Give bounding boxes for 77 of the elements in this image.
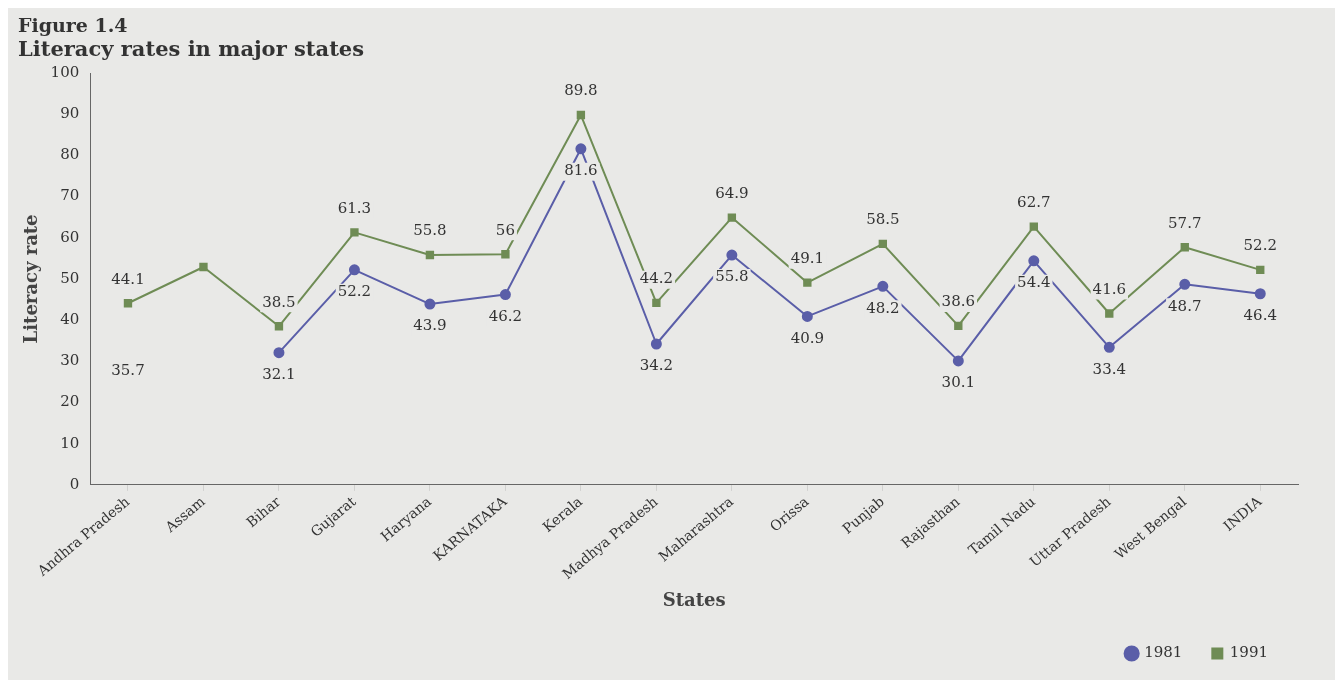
data-label: 43.9 bbox=[413, 316, 447, 335]
y-tick-label: 0 bbox=[69, 474, 80, 493]
data-label: 54.4 bbox=[1017, 273, 1051, 292]
chart-title: Figure 1.4 bbox=[18, 14, 129, 36]
point bbox=[1179, 278, 1191, 290]
point bbox=[274, 322, 284, 331]
data-label: 61.3 bbox=[337, 198, 372, 217]
data-label: 34.2 bbox=[639, 356, 674, 375]
point bbox=[424, 298, 436, 310]
data-label: 89.8 bbox=[564, 81, 598, 100]
x-axis-title: States bbox=[662, 588, 726, 610]
point bbox=[501, 250, 510, 259]
point bbox=[350, 228, 359, 237]
y-axis-title: Literacy rate bbox=[20, 214, 42, 344]
point bbox=[952, 355, 964, 367]
data-label: 44.2 bbox=[639, 269, 674, 288]
y-tick-label: 40 bbox=[60, 310, 80, 329]
data-label: 56 bbox=[495, 220, 515, 239]
point bbox=[878, 239, 888, 249]
point bbox=[576, 110, 586, 120]
point bbox=[1103, 341, 1115, 353]
point bbox=[1254, 288, 1266, 300]
data-label: 38.6 bbox=[941, 292, 976, 311]
data-label: 57.7 bbox=[1168, 213, 1202, 232]
point bbox=[348, 264, 360, 276]
point bbox=[1180, 243, 1189, 252]
point bbox=[199, 262, 208, 272]
point bbox=[1105, 309, 1114, 318]
data-label: 44.1 bbox=[111, 269, 145, 288]
point bbox=[499, 289, 511, 301]
y-tick-label: 50 bbox=[60, 268, 80, 287]
y-tick-label: 20 bbox=[60, 392, 80, 411]
point bbox=[877, 280, 889, 292]
data-label: 32.1 bbox=[262, 365, 296, 384]
point bbox=[1029, 222, 1038, 231]
y-tick-label: 100 bbox=[50, 62, 80, 81]
point bbox=[652, 298, 661, 307]
data-label: 48.2 bbox=[866, 298, 900, 317]
point bbox=[650, 338, 662, 350]
data-label: 49.1 bbox=[790, 249, 825, 268]
data-label: 38.5 bbox=[262, 292, 296, 311]
data-label: 52.2 bbox=[337, 282, 372, 301]
y-tick-label: 70 bbox=[60, 186, 80, 205]
point bbox=[801, 310, 813, 322]
data-label: 33.4 bbox=[1092, 359, 1126, 378]
point bbox=[1028, 255, 1040, 267]
point bbox=[273, 347, 285, 359]
data-label: 52.2 bbox=[1243, 236, 1277, 255]
y-tick-label: 80 bbox=[60, 145, 80, 164]
annotation: 35.7 bbox=[111, 360, 145, 379]
y-tick-label: 60 bbox=[60, 227, 80, 246]
point bbox=[123, 299, 133, 308]
data-label: 62.7 bbox=[1017, 193, 1051, 212]
legend-label: 1991 bbox=[1229, 643, 1269, 662]
y-tick-label: 10 bbox=[60, 433, 80, 452]
data-label: 55.8 bbox=[413, 221, 447, 240]
point bbox=[425, 250, 435, 260]
data-label: 81.6 bbox=[564, 161, 598, 180]
data-label: 64.9 bbox=[715, 183, 749, 202]
data-label: 46.2 bbox=[488, 306, 523, 325]
point bbox=[726, 249, 738, 261]
point bbox=[803, 278, 812, 287]
point bbox=[954, 321, 963, 331]
point bbox=[575, 143, 587, 155]
legend-label: 1981 bbox=[1144, 643, 1183, 662]
data-label: 46.4 bbox=[1243, 306, 1277, 325]
y-tick-label: 90 bbox=[60, 104, 80, 123]
chart-subtitle: Literacy rates in major states bbox=[18, 36, 366, 61]
y-tick-label: 30 bbox=[60, 351, 80, 370]
data-label: 41.6 bbox=[1092, 279, 1126, 298]
point bbox=[727, 213, 737, 222]
data-label: 40.9 bbox=[790, 328, 825, 347]
data-label: 48.7 bbox=[1168, 296, 1202, 315]
point bbox=[1256, 265, 1265, 275]
data-label: 30.1 bbox=[941, 373, 976, 392]
data-label: 55.8 bbox=[715, 267, 749, 286]
data-label: 58.5 bbox=[866, 210, 900, 229]
